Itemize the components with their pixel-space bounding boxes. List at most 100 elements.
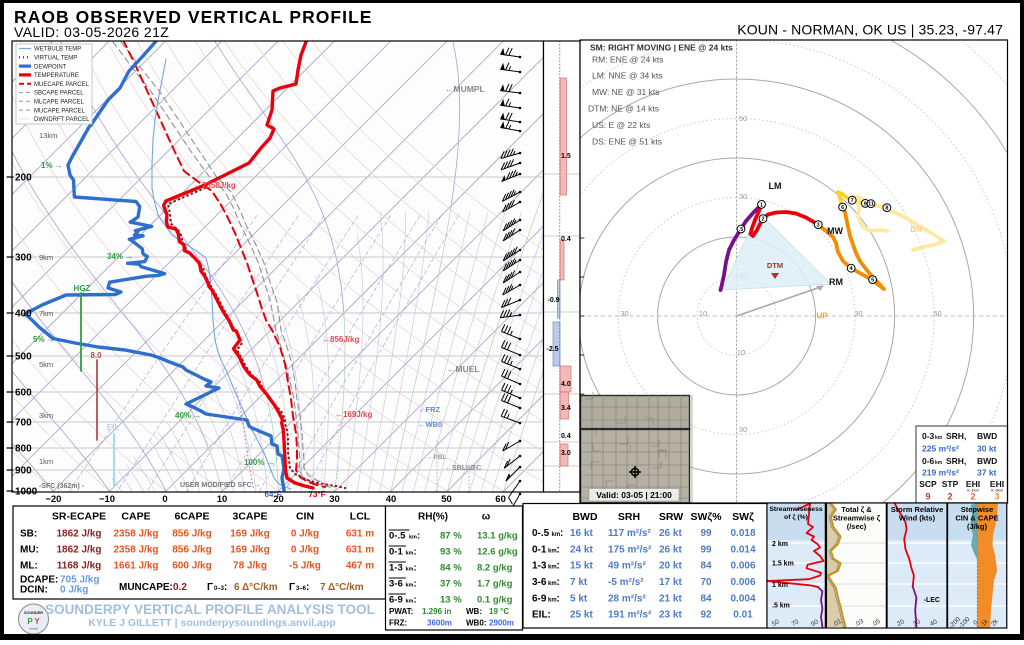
svg-text:30 kt: 30 kt [977, 444, 997, 454]
svg-text:5 kt: 5 kt [570, 593, 588, 604]
svg-text:631 m: 631 m [346, 529, 374, 540]
svg-text:4.0: 4.0 [561, 381, 571, 388]
svg-text:Streamwiseness: Streamwiseness [769, 506, 822, 513]
svg-text:21 kt: 21 kt [659, 593, 682, 604]
svg-text::: : [560, 528, 563, 539]
svg-text:Total ζ &: Total ζ & [841, 505, 872, 514]
svg-text:24 kt: 24 kt [570, 544, 593, 555]
svg-text:SRH,: SRH, [946, 431, 966, 441]
svg-text::: : [414, 595, 417, 606]
svg-text::: : [414, 563, 417, 574]
svg-text:ML:: ML: [20, 561, 38, 572]
svg-text:RAOB OBSERVED VERTICAL PROFILE: RAOB OBSERVED VERTICAL PROFILE [14, 7, 373, 27]
svg-text:6 Δ°C/km: 6 Δ°C/km [234, 582, 278, 593]
svg-text:1.5: 1.5 [561, 153, 571, 160]
svg-text:RM: RM [829, 277, 843, 287]
svg-text:37 %: 37 % [440, 579, 462, 590]
svg-text:.5: .5 [739, 227, 744, 233]
svg-text:7 Δ°C/km: 7 Δ°C/km [320, 582, 364, 593]
svg-text:0.006: 0.006 [730, 561, 755, 572]
svg-text:0-1: 0-1 [389, 547, 403, 558]
svg-text:20: 20 [896, 618, 906, 628]
svg-text:800: 800 [15, 444, 32, 455]
svg-text:−10: −10 [99, 494, 115, 505]
svg-text:MU:: MU: [20, 545, 39, 556]
svg-text:US: E @ 22 kts: US: E @ 22 kts [592, 120, 650, 130]
svg-text:←MUMPL: ←MUMPL [445, 84, 485, 94]
svg-text:7: 7 [851, 198, 854, 204]
svg-text:CAPE: CAPE [121, 511, 150, 523]
svg-text:500: 500 [15, 352, 32, 363]
svg-text:km: km [548, 597, 557, 603]
svg-text:856 J/kg: 856 J/kg [172, 545, 211, 556]
svg-text:1-3: 1-3 [389, 563, 403, 574]
svg-text:9: 9 [864, 201, 867, 207]
svg-text:219 m²/s²: 219 m²/s² [922, 468, 959, 478]
svg-text:SOUNDERPY VERTICAL PROFILE ANA: SOUNDERPY VERTICAL PROFILE ANALYSIS TOOL [45, 602, 375, 617]
svg-text:70: 70 [700, 577, 712, 588]
svg-text:6CAPE: 6CAPE [174, 511, 209, 523]
svg-text:0.01: 0.01 [733, 610, 753, 621]
svg-text:78 J/kg: 78 J/kg [233, 561, 267, 572]
svg-text:-5 J/kg: -5 J/kg [289, 561, 321, 572]
svg-text:30: 30 [739, 192, 747, 201]
svg-text:Γ: Γ [207, 582, 213, 593]
svg-text:50: 50 [771, 618, 781, 628]
svg-text:5% →: 5% → [33, 335, 55, 344]
svg-text:600 J/kg: 600 J/kg [172, 561, 211, 572]
svg-text:30: 30 [854, 309, 862, 318]
svg-text:Y: Y [34, 617, 40, 626]
svg-text:50: 50 [441, 494, 452, 505]
svg-text:40: 40 [386, 494, 397, 505]
svg-text:6: 6 [841, 205, 844, 211]
svg-text:169 J/kg: 169 J/kg [230, 529, 269, 540]
svg-text:Γ: Γ [289, 582, 295, 593]
svg-text:km: km [406, 567, 414, 573]
svg-text:0–1km: 0–1km [967, 488, 980, 493]
svg-text:0.1 g/kg: 0.1 g/kg [477, 595, 513, 606]
svg-text:0 J/kg: 0 J/kg [60, 585, 88, 596]
svg-text:13 %: 13 % [440, 595, 462, 606]
svg-text:MW: NE @ 31 kts: MW: NE @ 31 kts [592, 87, 660, 97]
svg-text:RM: ENE @ 24 kts: RM: ENE @ 24 kts [592, 55, 663, 65]
svg-text:SWζ: SWζ [732, 511, 754, 523]
svg-text:−20: −20 [45, 494, 61, 505]
svg-text:400: 400 [15, 309, 32, 320]
svg-text:15 kt: 15 kt [570, 561, 593, 572]
svg-text:VIRTUAL TEMP: VIRTUAL TEMP [34, 56, 77, 62]
svg-text:0-.5: 0-.5 [389, 531, 406, 542]
svg-text:←MUEL: ←MUEL [447, 364, 480, 374]
svg-text:30: 30 [739, 425, 747, 434]
svg-text:DCAPE:: DCAPE: [20, 575, 58, 586]
svg-text:SRW: SRW [659, 511, 683, 523]
svg-text:PWAT:: PWAT: [389, 607, 413, 616]
svg-text:SM: RIGHT MOVING | ENE @ 24 kt: SM: RIGHT MOVING | ENE @ 24 kts [590, 43, 733, 53]
svg-text:50: 50 [933, 309, 941, 318]
svg-text:EIL: EIL [107, 423, 120, 432]
svg-text:2 km: 2 km [772, 541, 788, 548]
svg-text:9: 9 [925, 492, 930, 502]
svg-text:17 kt: 17 kt [659, 577, 682, 588]
svg-text:WB0:: WB0: [466, 619, 486, 628]
svg-text:LCL: LCL [350, 511, 371, 523]
svg-text:Valid: 03-05 | 21:00: Valid: 03-05 | 21:00 [596, 490, 672, 500]
svg-text:84: 84 [700, 561, 712, 572]
svg-text:23 kt: 23 kt [659, 610, 682, 621]
svg-text::: : [557, 577, 560, 588]
svg-text:WETBULB TEMP: WETBULB TEMP [34, 47, 81, 53]
svg-text:Stepwise: Stepwise [961, 505, 994, 514]
svg-text:SBCAPE PARCEL: SBCAPE PARCEL [34, 91, 84, 97]
svg-text:900: 900 [15, 466, 32, 477]
svg-text::: : [557, 593, 560, 604]
svg-text:1.296 in: 1.296 in [422, 607, 451, 616]
svg-text:TEMPERATURE: TEMPERATURE [34, 73, 79, 79]
svg-text:631 m: 631 m [346, 545, 374, 556]
svg-text:FRZ:: FRZ: [389, 619, 407, 628]
svg-text:1-3: 1-3 [532, 561, 547, 572]
svg-text:SOUNDER: SOUNDER [24, 611, 43, 615]
svg-text:1 km: 1 km [772, 582, 788, 589]
svg-text:2: 2 [761, 217, 764, 223]
svg-text:←WB0: ←WB0 [418, 420, 442, 429]
svg-text:856 J/kg: 856 J/kg [172, 529, 211, 540]
svg-text:84: 84 [700, 593, 712, 604]
